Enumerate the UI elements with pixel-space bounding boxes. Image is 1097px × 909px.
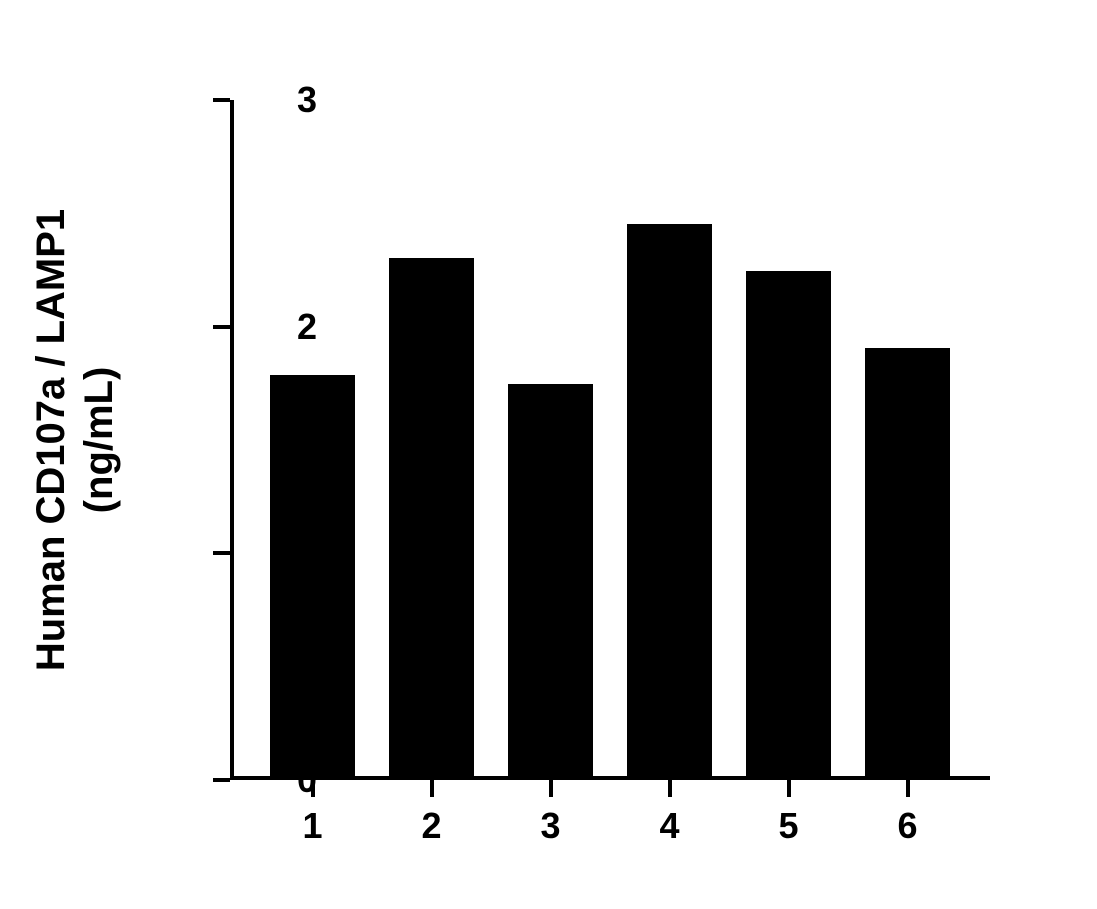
x-tick-label: 2	[421, 805, 441, 847]
x-tick-label: 4	[659, 805, 679, 847]
bar	[746, 271, 831, 776]
y-tick	[213, 325, 230, 329]
x-tick-label: 6	[897, 805, 917, 847]
x-tick	[906, 780, 910, 797]
y-axis-label-wrapper: Human CD107a / LAMP1 (ng/mL)	[15, 100, 135, 780]
y-tick	[213, 778, 230, 782]
x-tick-label: 1	[302, 805, 322, 847]
y-axis-label-line1: Human CD107a / LAMP1	[29, 209, 73, 671]
y-tick-label: 2	[297, 306, 317, 348]
x-tick	[787, 780, 791, 797]
bar	[865, 348, 950, 776]
bar	[508, 384, 593, 776]
y-tick-label: 0	[297, 759, 317, 801]
bar	[270, 375, 355, 776]
x-tick-label: 5	[778, 805, 798, 847]
bar-chart: Human CD107a / LAMP1 (ng/mL) 0123 123456	[0, 0, 1097, 909]
y-tick-label: 1	[297, 532, 317, 574]
y-axis-line	[230, 100, 234, 780]
y-axis-label: Human CD107a / LAMP1 (ng/mL)	[27, 209, 123, 671]
y-tick-label: 3	[297, 79, 317, 121]
x-tick	[549, 780, 553, 797]
y-tick	[213, 98, 230, 102]
bar	[389, 258, 474, 776]
plot-area	[230, 100, 990, 780]
bar	[627, 224, 712, 776]
x-tick-label: 3	[540, 805, 560, 847]
y-tick	[213, 551, 230, 555]
y-axis-label-line2: (ng/mL)	[77, 367, 121, 514]
x-tick	[430, 780, 434, 797]
x-axis-line	[230, 776, 990, 780]
x-tick	[668, 780, 672, 797]
